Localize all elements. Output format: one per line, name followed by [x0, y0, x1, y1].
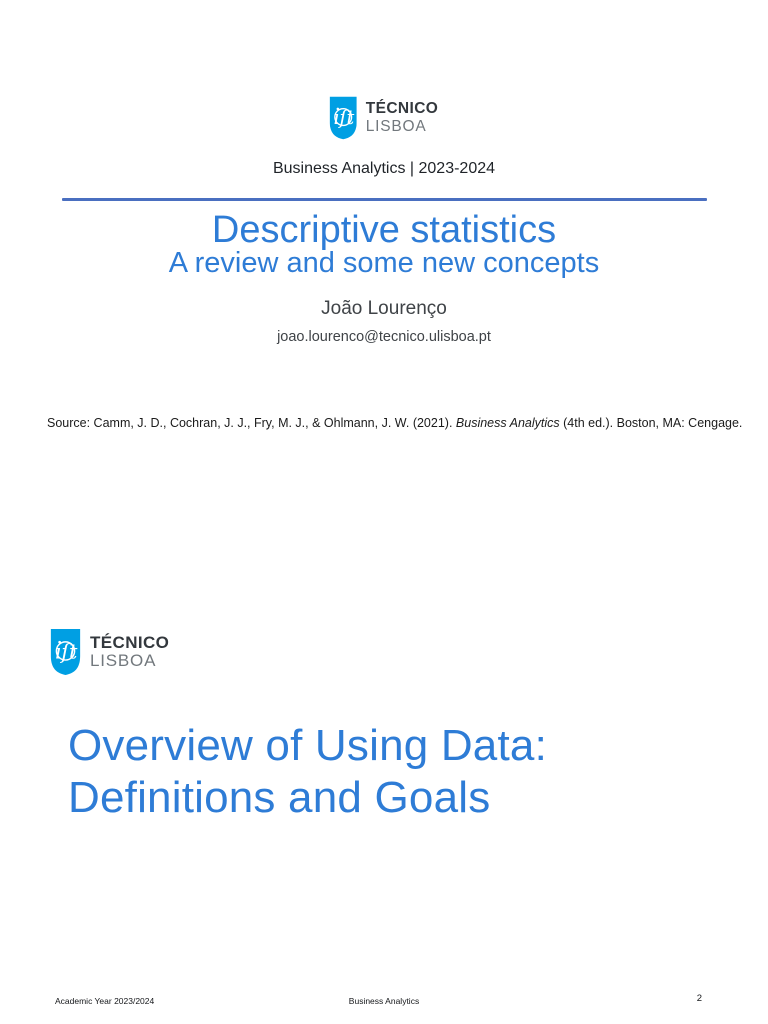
source-suffix: (4th ed.). Boston, MA: Cengage.	[559, 416, 743, 430]
author-name: João Lourenço	[321, 298, 447, 319]
source-citation: Source: Camm, J. D., Cochran, J. J., Fry…	[47, 415, 764, 432]
divider-rule	[62, 198, 707, 201]
footer: Academic Year 2023/2024 Business Analyti…	[0, 993, 768, 1010]
ist-shield-icon: ıſt	[50, 629, 81, 675]
course-label: Business Analytics | 2023-2024	[272, 160, 496, 177]
ist-logo-text: TÉCNICO LISBOA	[366, 100, 439, 136]
ist-monogram: ıſt	[333, 106, 354, 129]
source-prefix: Source: Camm, J. D., Cochran, J. J., Fry…	[47, 416, 456, 430]
logo-lisboa-label: LISBOA	[90, 651, 157, 670]
section-title-line2: Definitions and Goals	[68, 773, 491, 822]
ist-monogram: ıſt	[55, 639, 78, 663]
slide-title: Descriptive statistics	[211, 209, 557, 251]
ist-logo-text: TÉCNICO LISBOA	[90, 634, 169, 670]
page-number: 2	[696, 993, 702, 1004]
ist-logo: ıſt TÉCNICO LISBOA	[329, 96, 439, 140]
ist-logo: ıſt TÉCNICO LISBOA	[50, 629, 169, 675]
section-title-line1: Overview of Using Data:	[68, 721, 547, 770]
logo-tecnico-label: TÉCNICO	[90, 633, 170, 652]
logo-tecnico-label: TÉCNICO	[365, 100, 439, 117]
author-email: joao.lourenco@tecnico.ulisboa.pt	[277, 329, 491, 345]
footer-course-name: Business Analytics	[348, 996, 420, 1006]
section-title: Overview of Using Data: Definitions and …	[68, 720, 728, 824]
source-book-title: Business Analytics	[455, 416, 560, 430]
slide-subtitle: A review and some new concepts	[168, 247, 600, 279]
logo-lisboa-label: LISBOA	[365, 118, 427, 135]
footer-academic-year: Academic Year 2023/2024	[55, 996, 155, 1006]
ist-shield-icon: ıſt	[329, 96, 357, 140]
